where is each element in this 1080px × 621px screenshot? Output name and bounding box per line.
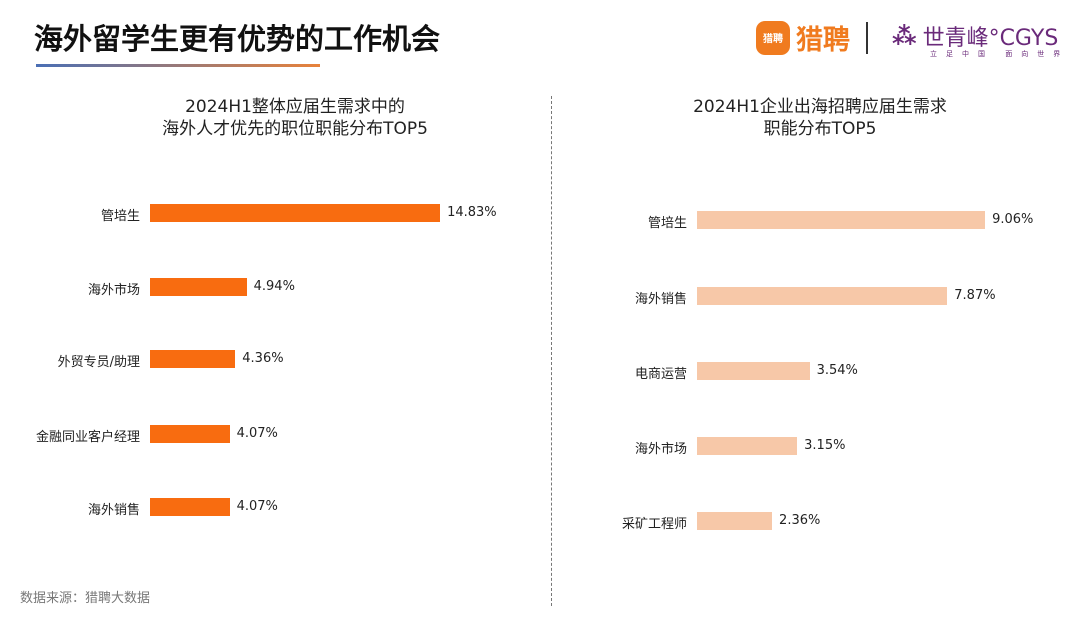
- category-label: 海外市场: [634, 442, 687, 457]
- category-label: 海外销售: [87, 503, 140, 518]
- value-label: 4.07%: [236, 426, 278, 441]
- bar: [150, 498, 230, 516]
- bar: [150, 278, 247, 296]
- liepin-badge: 猎聘: [756, 20, 790, 55]
- bar: [697, 287, 948, 305]
- category-label: 电商运营: [634, 367, 687, 382]
- value-label: 9.06%: [992, 212, 1034, 227]
- chart-divider: [551, 96, 552, 606]
- left-chart-title-line1: 2024H1整体应届生需求中的: [185, 97, 405, 117]
- cgys-mark: ⁂: [892, 22, 917, 50]
- value-label: 4.07%: [236, 499, 278, 514]
- bar: [150, 204, 441, 222]
- value-label: 14.83%: [447, 205, 497, 220]
- bar: [150, 425, 230, 443]
- page-title: 海外留学生更有优势的工作机会: [34, 22, 441, 56]
- category-label: 海外市场: [87, 283, 140, 298]
- category-label: 采矿工程师: [621, 517, 687, 532]
- value-label: 3.15%: [804, 438, 846, 453]
- value-label: 7.87%: [954, 288, 996, 303]
- cgys-slogan: 立足中国 面向世界: [930, 50, 1070, 58]
- category-label: 金融同业客户经理: [35, 430, 140, 445]
- left-chart-title-line2: 海外人才优先的职位职能分布TOP5: [162, 119, 428, 139]
- value-label: 3.54%: [816, 363, 858, 378]
- title-underline: [36, 64, 320, 67]
- value-label: 4.36%: [242, 351, 284, 366]
- bar: [697, 437, 798, 455]
- bar: [697, 362, 810, 380]
- category-label: 管培生: [647, 216, 687, 231]
- category-label: 管培生: [100, 209, 140, 224]
- liepin-logo: 猎聘 猎聘: [756, 18, 850, 57]
- right-chart-title: 2024H1企业出海招聘应届生需求 职能分布TOP5: [630, 96, 1010, 140]
- right-chart-title-line2: 职能分布TOP5: [763, 119, 877, 139]
- bar: [697, 512, 773, 530]
- cgys-logo-text: 世青峰°CGYS: [922, 26, 1059, 51]
- bar: [697, 211, 986, 229]
- category-label: 外贸专员/助理: [57, 355, 140, 370]
- left-chart-title: 2024H1整体应届生需求中的 海外人才优先的职位职能分布TOP5: [110, 96, 480, 140]
- value-label: 4.94%: [253, 279, 295, 294]
- bar: [150, 350, 236, 368]
- liepin-logo-text: 猎聘: [796, 25, 850, 56]
- logo-separator: [866, 22, 868, 54]
- category-label: 海外销售: [634, 292, 687, 307]
- value-label: 2.36%: [779, 513, 821, 528]
- cgys-logo: ⁂ 世青峰°CGYS: [892, 20, 1058, 52]
- right-chart-title-line1: 2024H1企业出海招聘应届生需求: [693, 97, 947, 117]
- data-source: 数据来源：猎聘大数据: [20, 591, 151, 606]
